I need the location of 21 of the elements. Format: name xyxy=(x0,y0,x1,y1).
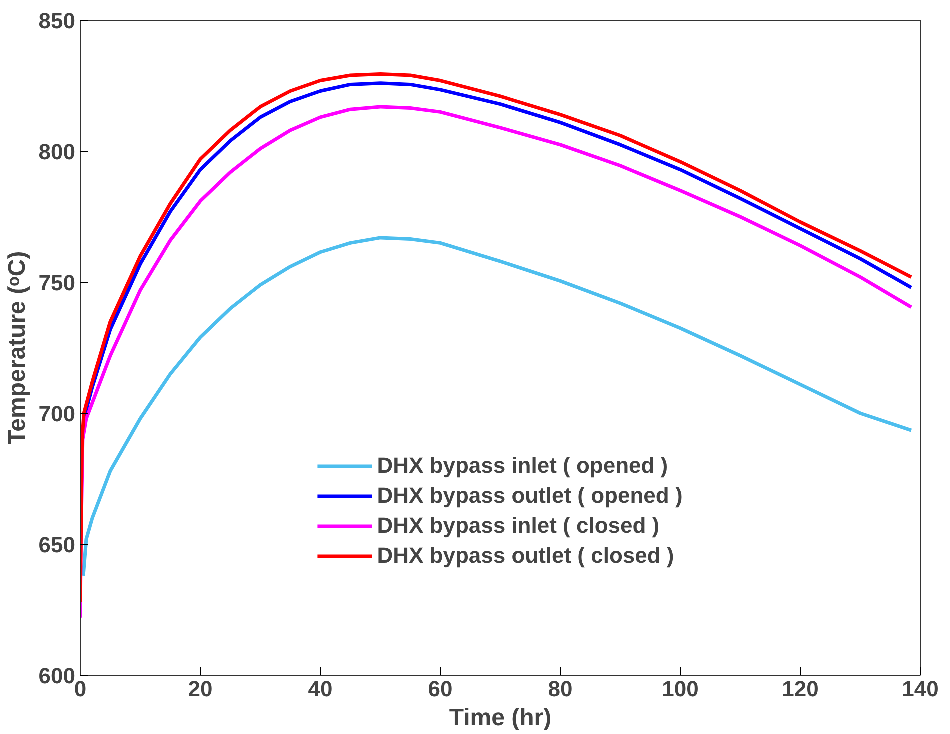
y-tick-label: 800 xyxy=(38,140,76,164)
x-tick-label: 80 xyxy=(548,676,573,702)
x-tick-label: 100 xyxy=(662,676,699,702)
y-tick-label: 700 xyxy=(38,402,76,426)
legend-label: DHX bypass inlet ( opened ) xyxy=(377,452,668,480)
line-series xyxy=(82,236,914,578)
legend-label: DHX bypass outlet ( opened ) xyxy=(377,482,683,510)
x-tick-label: 120 xyxy=(782,676,819,702)
y-axis-title: Temperature (ᵒC) xyxy=(4,251,31,445)
x-tick-label: 40 xyxy=(308,676,333,702)
x-axis-title: Time (hr) xyxy=(449,704,552,732)
y-tick-label: 850 xyxy=(38,8,76,34)
y-tick-label: 600 xyxy=(38,664,76,688)
x-tick-label: 20 xyxy=(188,676,213,702)
y-tick-label: 650 xyxy=(38,532,76,558)
x-tick-label: 140 xyxy=(902,676,939,702)
x-tick-label: 0 xyxy=(74,676,87,702)
legend-label: DHX bypass inlet ( closed ) xyxy=(377,512,660,540)
legend-label: DHX bypass outlet ( closed ) xyxy=(377,542,674,570)
x-tick-label: 60 xyxy=(428,676,453,702)
y-tick-label: 750 xyxy=(38,270,76,296)
